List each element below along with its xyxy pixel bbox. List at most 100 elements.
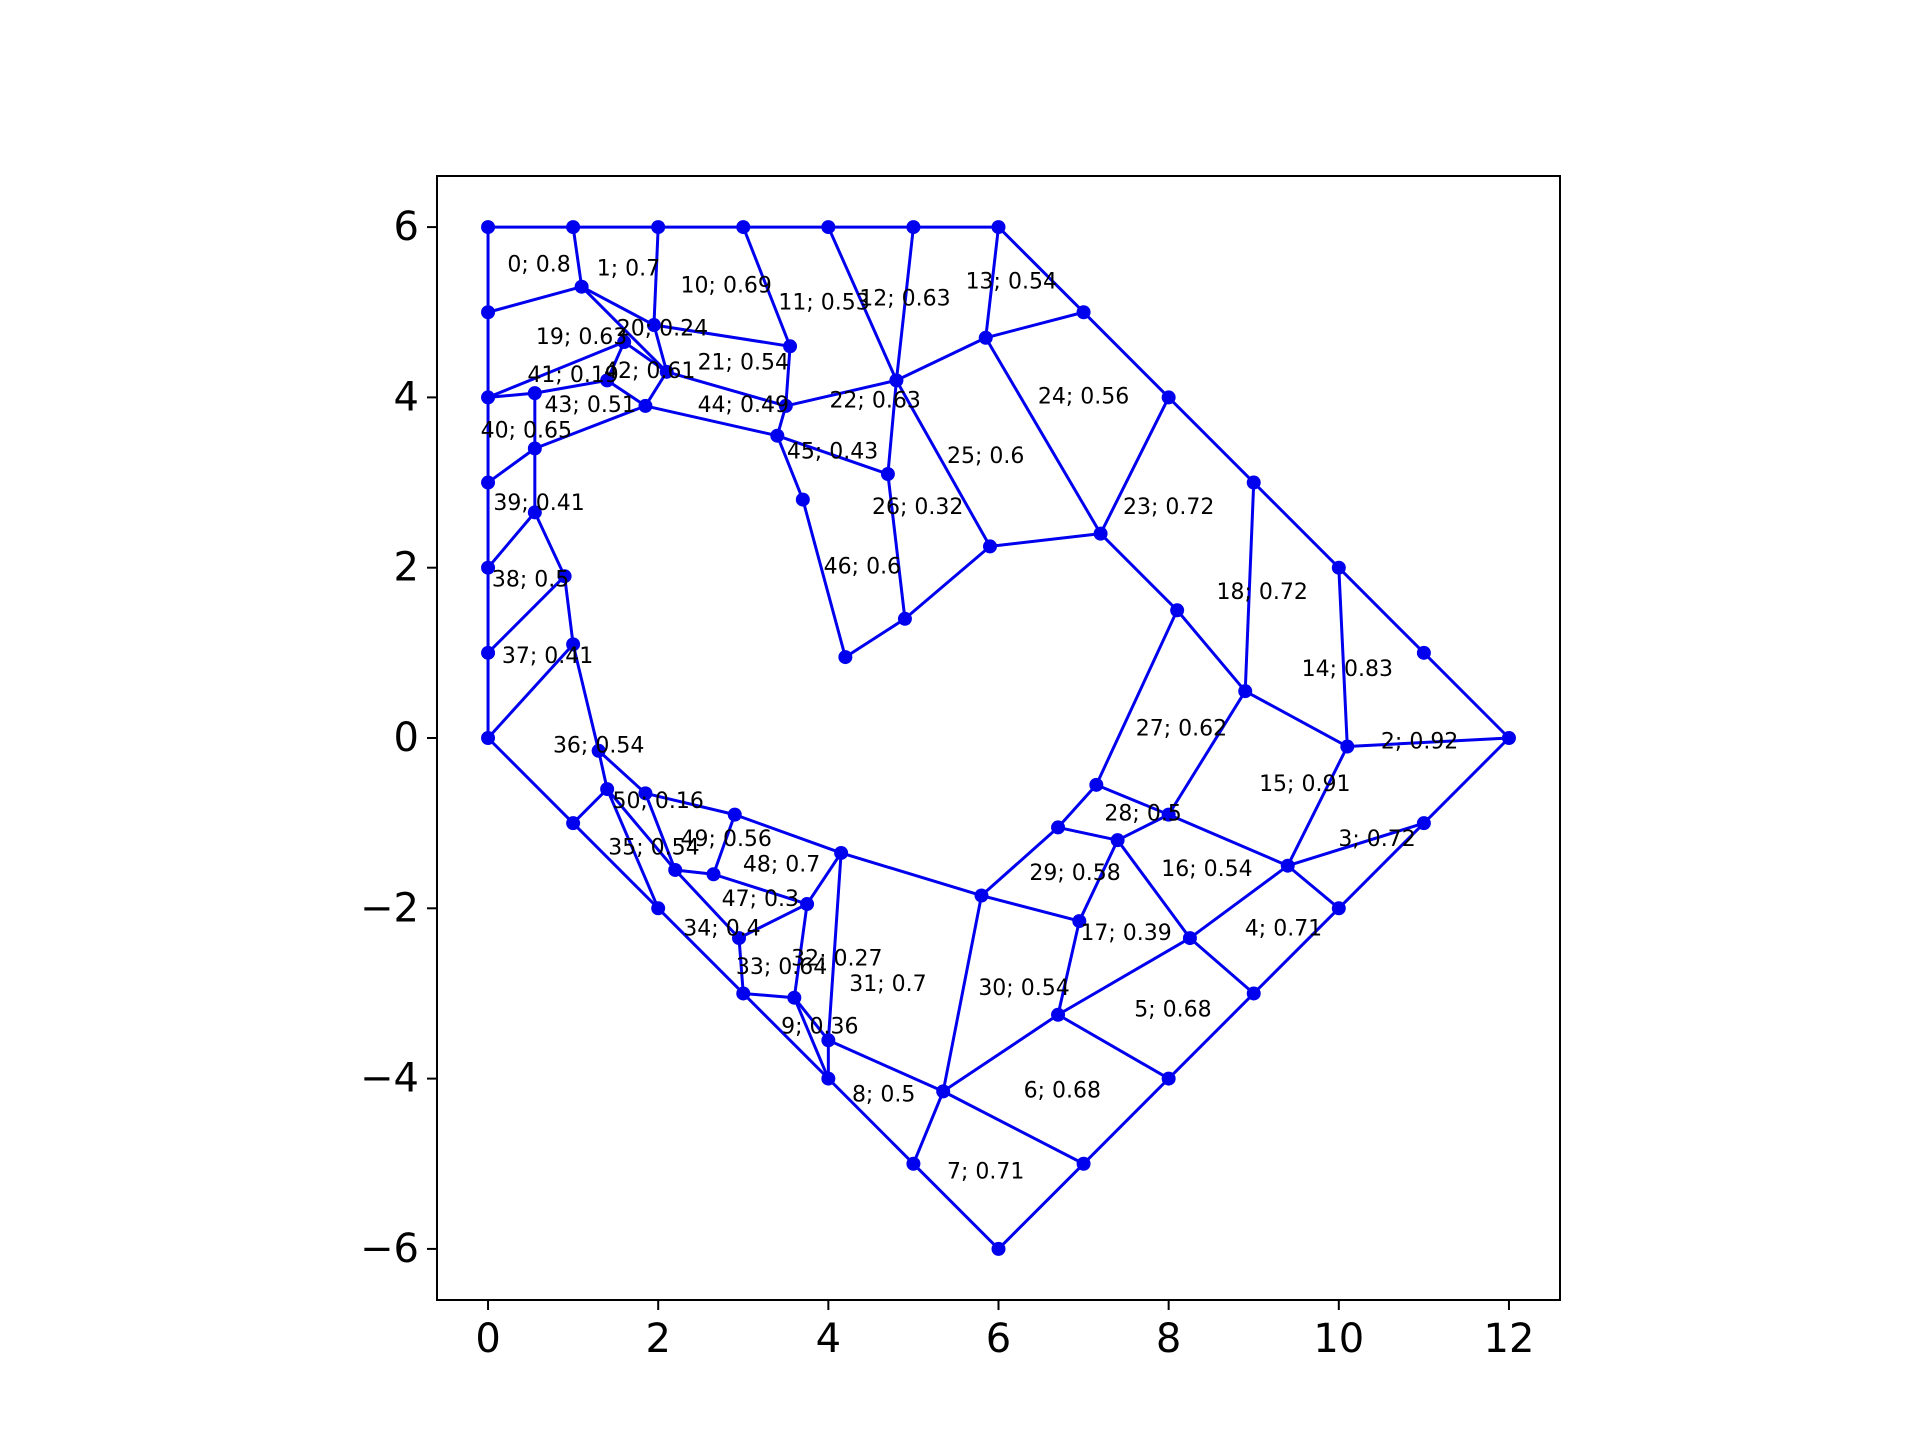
mesh-edge-h5-i4 <box>1056 919 1081 1017</box>
mesh-edge-h6-g4 <box>571 821 660 910</box>
mesh-nodes <box>481 220 1516 1256</box>
element-label-0: 0; 0.8 <box>507 252 570 277</box>
mesh-edge-e9-e4 <box>1099 532 1179 612</box>
mesh-node-g2 <box>638 786 653 801</box>
mesh-node-e1 <box>795 492 810 507</box>
element-label-50: 7; 0.71 <box>947 1159 1024 1184</box>
mesh-edge-g4-f1 <box>486 736 575 825</box>
mesh-edge-i5-j2 <box>826 1038 945 1093</box>
mesh-edge-g9-h4 <box>839 851 983 898</box>
mesh-edge-e2-c7 <box>775 434 890 476</box>
mesh-edge-d3-d5 <box>533 510 567 578</box>
mesh-edge-h3-h8 <box>737 902 809 940</box>
mesh-edge-g10-g8 <box>1286 821 1426 868</box>
element-label-37: 16; 0.54 <box>1161 857 1252 882</box>
element-label-5: 13; 0.54 <box>966 269 1057 294</box>
x-axis: 0 2 4 6 8 10 12 <box>475 1300 1534 1362</box>
mesh-edge-c8-c9 <box>784 378 898 408</box>
mesh-edge-h3-g9 <box>805 851 843 906</box>
mesh-node-a6 <box>906 220 921 235</box>
element-label-10: 21; 0.54 <box>698 350 789 375</box>
mesh-node-b6 <box>1076 305 1091 320</box>
element-label-3: 11; 0.53 <box>778 291 869 316</box>
mesh-edge-f4-e9 <box>1094 608 1179 787</box>
mesh-edge-g10-f3 <box>1286 745 1349 868</box>
mesh-edge-e3-c9 <box>894 378 992 548</box>
element-label-21: 46; 0.6 <box>824 555 901 580</box>
mesh-edge-e4-e3 <box>988 532 1103 548</box>
element-label-36: 29; 0.58 <box>1029 861 1120 886</box>
mesh-edge-g9-i5 <box>826 851 843 1042</box>
mesh-edge-i2-h3 <box>792 902 809 1000</box>
mesh-edge-c1-c2 <box>486 391 537 399</box>
element-label-29: 15; 0.91 <box>1259 772 1350 797</box>
mesh-edge-g6-g7 <box>1116 813 1171 842</box>
mesh-edge-j4-j1 <box>826 1077 915 1166</box>
element-label-40: 17; 0.39 <box>1080 921 1171 946</box>
mesh-node-i4 <box>1051 1007 1066 1022</box>
mesh-edge-h9-g7 <box>1116 838 1192 940</box>
mesh-edge-e4-c10 <box>1099 395 1171 536</box>
mesh-edge-g2-h1 <box>643 791 677 872</box>
element-label-23: 18; 0.72 <box>1217 580 1308 605</box>
mesh-node-b1 <box>481 305 496 320</box>
element-label-9: 42; 0.61 <box>604 359 695 384</box>
element-label-13: 22; 0.63 <box>829 389 920 414</box>
mesh-edge-e10-e5 <box>1243 481 1256 693</box>
mesh-edge-g1-g4 <box>571 787 609 825</box>
element-label-12: 44; 0.49 <box>698 393 789 418</box>
mesh-edge-c5-c8 <box>665 370 788 408</box>
mesh-edge-h8-i1 <box>737 936 745 995</box>
mesh-edge-e10-f3 <box>1243 689 1349 749</box>
mesh-edge-c3-c1 <box>486 340 626 399</box>
mesh-node-h8 <box>732 931 747 946</box>
mesh-edge-a7-b6 <box>997 225 1086 314</box>
element-label-35: 48; 0.7 <box>743 853 820 878</box>
mesh-edge-b4-c8 <box>784 344 792 408</box>
y-tick-label-3: 0 <box>394 715 419 761</box>
element-label-41: 4; 0.71 <box>1245 917 1322 942</box>
mesh-edge-b5-b6 <box>984 310 1086 340</box>
mesh-node-j3 <box>1161 1071 1176 1086</box>
mesh-edges <box>486 225 1511 1251</box>
mesh-edge-e11-e12 <box>1422 651 1511 740</box>
mesh-node-j2 <box>936 1084 951 1099</box>
mesh-edge-e8-e2 <box>886 472 907 621</box>
mesh-edge-c9-a6 <box>894 225 915 382</box>
mesh-edge-i5-i2 <box>792 996 830 1042</box>
mesh-edge-f2-g2 <box>597 749 647 795</box>
y-tick-label-2: −2 <box>360 885 419 931</box>
element-label-31: 28; 0.5 <box>1104 802 1181 827</box>
element-label-8: 41; 0.19 <box>527 363 618 388</box>
element-label-18: 39; 0.41 <box>493 491 584 516</box>
mesh-node-e6 <box>1331 560 1346 575</box>
mesh-edge-g10-g6 <box>1167 813 1290 868</box>
element-label-38: 47; 0.3 <box>722 887 799 912</box>
mesh-edge-d7-f2 <box>571 642 601 753</box>
mesh-edge-d3-d4 <box>486 510 537 570</box>
element-label-6: 19; 0.63 <box>536 325 627 350</box>
mesh-node-c9 <box>889 373 904 388</box>
mesh-edge-b6-c10 <box>1082 310 1171 399</box>
mesh-node-e10 <box>1238 684 1253 699</box>
element-label-17: 25; 0.6 <box>947 444 1024 469</box>
mesh-edge-i4-h9 <box>1056 936 1192 1017</box>
mesh-node-a4 <box>736 220 751 235</box>
element-label-43: 33; 0.64 <box>736 955 827 980</box>
element-label-44: 31; 0.7 <box>849 972 926 997</box>
mesh-node-g5 <box>1051 820 1066 835</box>
mesh-node-e7 <box>838 650 853 665</box>
mesh-edge-b4-a4 <box>741 225 792 348</box>
mesh-node-g3 <box>727 807 742 822</box>
element-label-45: 30; 0.54 <box>978 976 1069 1001</box>
mesh-edge-b2-c5 <box>580 285 669 374</box>
mesh-node-g6 <box>1161 807 1176 822</box>
mesh-edge-g2-g3 <box>643 791 737 817</box>
mesh-edge-e2-c9 <box>886 378 898 476</box>
mesh-edge-i1-i2 <box>741 991 796 1000</box>
element-label-39: 34; 0.4 <box>683 917 760 942</box>
mesh-node-h2 <box>706 867 721 882</box>
mesh-node-c2 <box>527 386 542 401</box>
